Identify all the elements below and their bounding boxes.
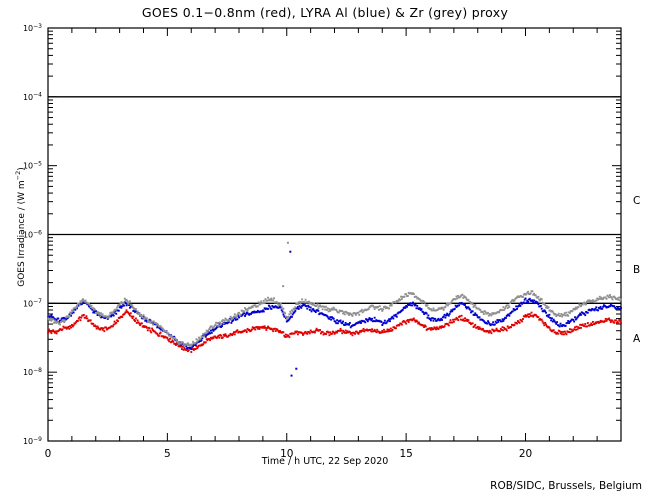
y-tick-label: 10−5	[23, 160, 42, 170]
chart-title: GOES 0.1−0.8nm (red), LYRA Al (blue) & Z…	[141, 5, 509, 20]
x-tick-label: 20	[519, 448, 532, 460]
x-tick-label: 15	[399, 448, 412, 460]
y-tick-label: 10−7	[23, 298, 42, 308]
data-series	[47, 290, 622, 353]
credit-text: ROB/SIDC, Brussels, Belgium	[490, 480, 642, 492]
series-trace	[47, 290, 622, 347]
x-tick-label: 0	[45, 448, 52, 460]
x-tick-label: 5	[164, 448, 171, 460]
x-tick-labels: 0 5 10 15 20	[45, 448, 533, 460]
flare-class-label: B	[633, 264, 640, 276]
outlier-points	[282, 241, 298, 377]
y-tick-label: 10−3	[23, 23, 42, 33]
series-trace	[47, 309, 622, 353]
y-tick-label: 10−9	[23, 436, 42, 446]
reference-lines	[48, 96, 621, 304]
flare-class-labels: C B A	[633, 195, 641, 345]
flare-class-label: A	[633, 333, 641, 345]
flare-class-label: C	[633, 195, 640, 207]
y-tick-labels: 10−3 10−4 10−5 10−6 10−7 10−8 10−9	[23, 23, 42, 446]
y-tick-label: 10−6	[23, 229, 42, 239]
y-tick-label: 10−8	[23, 367, 42, 377]
x-axis-label: Time / h UTC, 22 Sep 2020	[261, 456, 389, 467]
x-tick-label: 10	[280, 448, 293, 460]
y-tick-label: 10−4	[23, 92, 42, 102]
